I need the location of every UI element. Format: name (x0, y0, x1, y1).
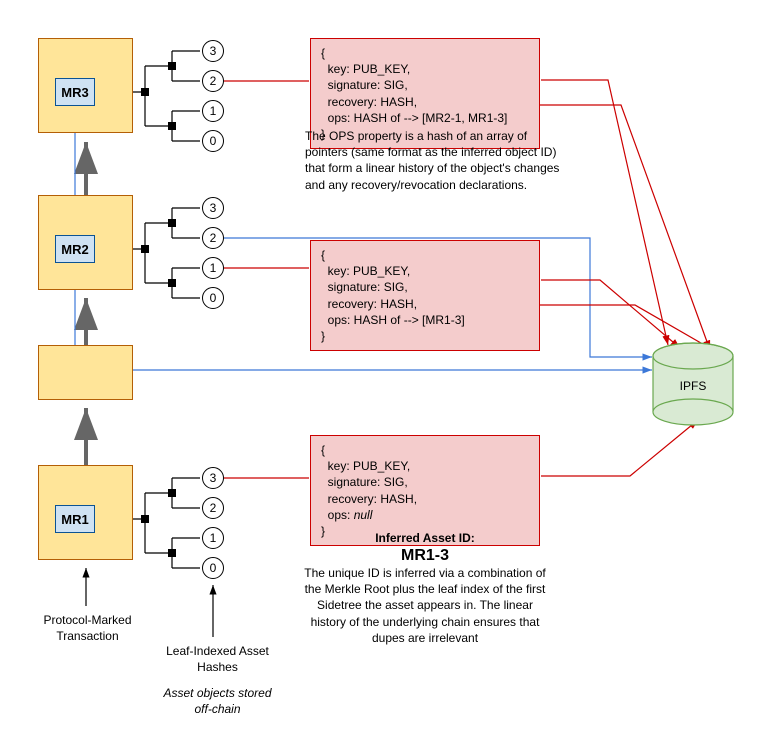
leaf-mr3-3: 3 (202, 40, 224, 62)
leaf-mr2-1: 1 (202, 257, 224, 279)
ops-description: The OPS property is a hash of an array o… (305, 128, 560, 193)
leaf-indexed-caption: Leaf-Indexed Asset Hashes (160, 643, 275, 675)
leaf-mr1-2: 2 (202, 497, 224, 519)
json-mr2-text: { key: PUB_KEY, signature: SIG, recovery… (321, 248, 465, 343)
json-mr2: { key: PUB_KEY, signature: SIG, recovery… (310, 240, 540, 351)
inferred-id-value: MR1-3 (310, 545, 540, 567)
leaf-mr1-1: 1 (202, 527, 224, 549)
mr1-label: MR1 (61, 512, 88, 527)
mr3-label: MR3 (61, 85, 88, 100)
leaf-mr3-1: 1 (202, 100, 224, 122)
leaf-mr3-0: 0 (202, 130, 224, 152)
json-mr1-text: { key: PUB_KEY, signature: SIG, recovery… (321, 443, 417, 538)
diagram-canvas: MR3 MR2 MR1 3 2 1 0 3 2 1 0 3 2 1 0 { ke… (0, 0, 778, 737)
ipfs-label: IPFS (653, 378, 733, 394)
protocol-marked-caption: Protocol-Marked Transaction (30, 612, 145, 644)
leaf-mr2-3: 3 (202, 197, 224, 219)
mr2-box: MR2 (55, 235, 95, 263)
inferred-id-desc: The unique ID is inferred via a combinat… (298, 565, 552, 646)
mr3-box: MR3 (55, 78, 95, 106)
offchain-caption: Asset objects stored off-chain (160, 685, 275, 717)
leaf-mr1-3: 3 (202, 467, 224, 489)
leaf-mr2-0: 0 (202, 287, 224, 309)
leaf-mr3-2: 2 (202, 70, 224, 92)
mr2-label: MR2 (61, 242, 88, 257)
leaf-mr2-2: 2 (202, 227, 224, 249)
tx-block-2 (38, 345, 133, 400)
json-mr3-text: { key: PUB_KEY, signature: SIG, recovery… (321, 46, 507, 141)
inferred-id-title: Inferred Asset ID: (310, 530, 540, 546)
mr1-box: MR1 (55, 505, 95, 533)
leaf-mr1-0: 0 (202, 557, 224, 579)
